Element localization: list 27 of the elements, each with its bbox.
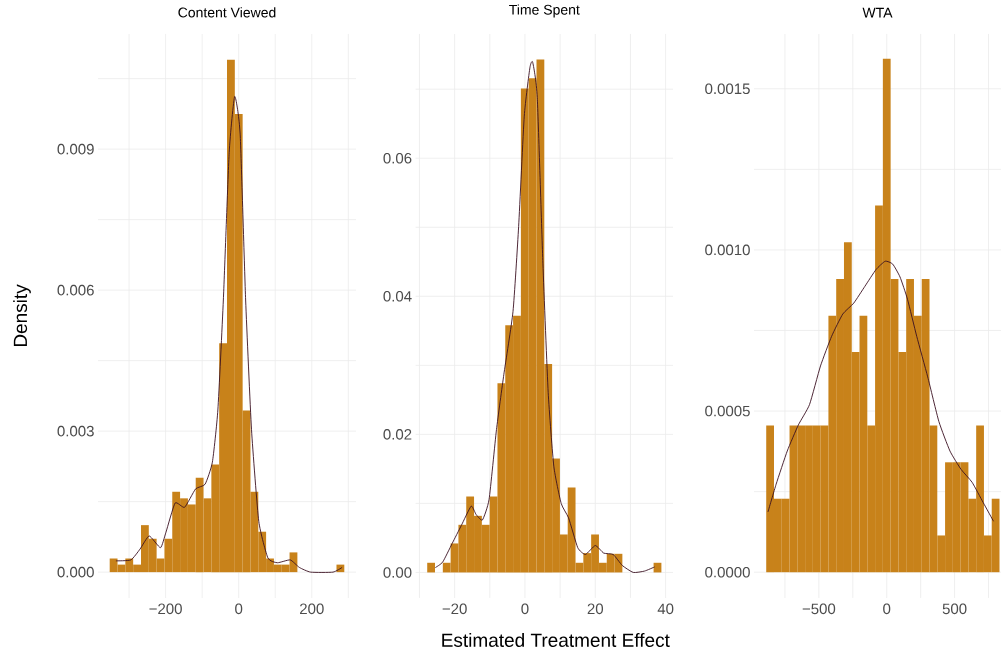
x-axis-title: Estimated Treatment Effect bbox=[442, 633, 670, 647]
y-tick-label: 0.0000 bbox=[705, 566, 750, 578]
chart-title: Content Viewed bbox=[178, 7, 276, 18]
y-tick-label: 0.02 bbox=[383, 429, 412, 440]
y-tick-label: 0.0005 bbox=[705, 405, 750, 417]
x-tick-label: −200 bbox=[149, 603, 182, 615]
y-tick-label: 0.003 bbox=[57, 425, 94, 437]
y-tick-label: 0.04 bbox=[383, 291, 412, 302]
x-tick-label: 0 bbox=[235, 603, 243, 615]
y-tick-label: 0.06 bbox=[383, 152, 412, 164]
y-tick-label: 0.000 bbox=[57, 566, 94, 578]
x-tick-label: 0 bbox=[883, 603, 891, 615]
chart-title: WTA bbox=[862, 7, 893, 18]
y-tick-label: 0.0015 bbox=[705, 83, 750, 95]
x-tick-label: −20 bbox=[442, 603, 467, 615]
x-tick-label: 40 bbox=[657, 603, 674, 615]
y-tick-label: 0.0010 bbox=[705, 244, 750, 256]
y-axis-title: Density bbox=[13, 284, 31, 347]
chart-title: Time Spent bbox=[509, 4, 580, 18]
x-tick-label: 200 bbox=[300, 603, 324, 615]
y-tick-label: 0.00 bbox=[383, 567, 412, 578]
x-tick-label: 0 bbox=[521, 603, 529, 615]
x-tick-label: −500 bbox=[802, 603, 836, 615]
x-tick-label: 500 bbox=[942, 603, 967, 615]
y-tick-label: 0.006 bbox=[57, 284, 94, 296]
x-tick-label: 20 bbox=[587, 603, 604, 615]
y-tick-label: 0.009 bbox=[57, 143, 94, 155]
